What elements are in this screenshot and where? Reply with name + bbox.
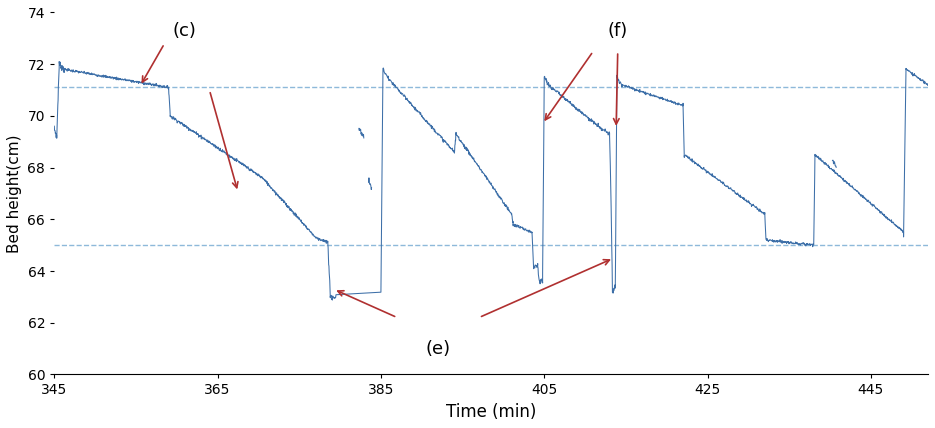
Text: (c): (c) (173, 21, 197, 39)
Text: (e): (e) (425, 339, 451, 358)
Text: (f): (f) (608, 21, 628, 39)
X-axis label: Time (min): Time (min) (446, 403, 537, 421)
Y-axis label: Bed height(cm): Bed height(cm) (7, 134, 22, 253)
